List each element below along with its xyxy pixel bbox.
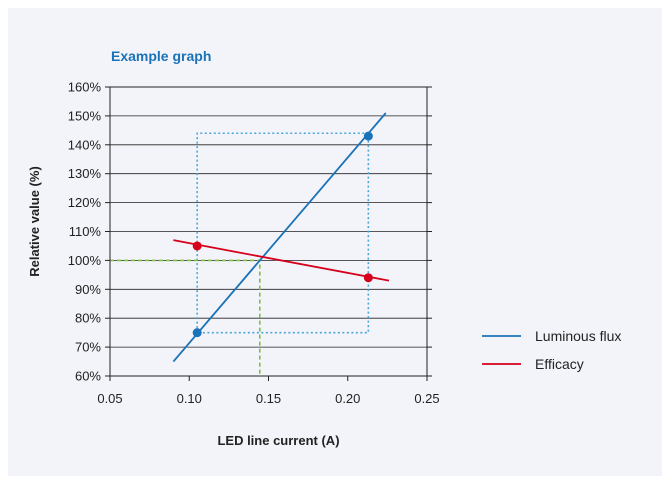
y-axis-label: Relative value (%) <box>27 166 42 277</box>
x-tick-label: 0.10 <box>177 391 202 406</box>
series-point <box>363 131 373 141</box>
grid <box>110 115 427 348</box>
chart-title: Example graph <box>111 48 211 64</box>
y-tick-label: 140% <box>68 137 102 152</box>
series-line <box>173 239 390 282</box>
legend-label: Efficacy <box>535 356 584 372</box>
x-tick-label: 0.20 <box>335 391 360 406</box>
series-point <box>363 273 373 283</box>
y-tick-label: 150% <box>68 108 102 123</box>
y-tick-label: 90% <box>75 282 101 297</box>
y-tick-label: 120% <box>68 195 102 210</box>
x-tick-label: 0.15 <box>256 391 281 406</box>
legend: Luminous flux Efficacy <box>482 328 621 372</box>
y-ticks: 60% 70% 80% 90% 100% 110% 120% 130% 140% 150% 160% <box>68 80 432 384</box>
series-line <box>172 112 387 363</box>
y-tick-label: 160% <box>68 80 102 95</box>
series-point <box>192 241 202 251</box>
reference-lines <box>110 132 370 376</box>
legend-label: Luminous flux <box>535 328 621 344</box>
x-axis-label: LED line current (A) <box>217 433 339 448</box>
y-tick-label: 130% <box>68 166 102 181</box>
x-tick-label: 0.05 <box>97 391 122 406</box>
x-ticks: 0.05 0.10 0.15 0.20 0.25 <box>97 376 440 406</box>
y-tick-label: 60% <box>75 369 101 384</box>
y-tick-label: 110% <box>69 224 102 239</box>
chart-panel <box>8 8 662 476</box>
y-tick-label: 100% <box>68 253 102 268</box>
y-tick-label: 80% <box>75 311 101 326</box>
y-tick-label: 70% <box>75 340 101 355</box>
x-tick-label: 0.25 <box>414 391 439 406</box>
series-group <box>172 112 390 363</box>
series-point <box>192 328 202 338</box>
